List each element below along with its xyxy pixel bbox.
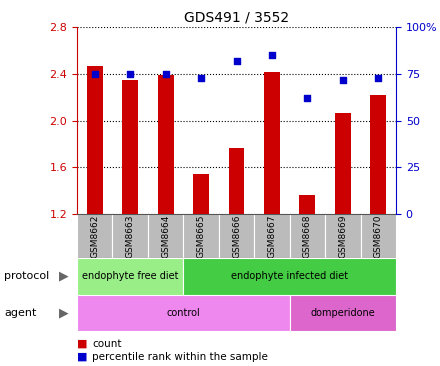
Text: count: count xyxy=(92,339,122,349)
Point xyxy=(162,71,169,77)
Text: GSM8662: GSM8662 xyxy=(90,214,99,258)
Text: ■: ■ xyxy=(77,339,88,349)
Bar xyxy=(87,66,103,214)
Bar xyxy=(290,214,325,258)
Bar xyxy=(290,295,396,331)
Bar xyxy=(77,258,183,295)
Text: GSM8670: GSM8670 xyxy=(374,214,383,258)
Text: GSM8667: GSM8667 xyxy=(268,214,276,258)
Bar xyxy=(335,113,351,214)
Point xyxy=(91,71,98,77)
Bar xyxy=(254,214,290,258)
Text: domperidone: domperidone xyxy=(311,308,375,318)
Title: GDS491 / 3552: GDS491 / 3552 xyxy=(184,11,289,25)
Point xyxy=(375,75,382,81)
Text: GSM8664: GSM8664 xyxy=(161,214,170,258)
Text: GSM8668: GSM8668 xyxy=(303,214,312,258)
Point xyxy=(233,58,240,64)
Text: GSM8669: GSM8669 xyxy=(338,214,347,258)
Point xyxy=(339,77,346,83)
Text: ▶: ▶ xyxy=(59,306,69,320)
Text: GSM8665: GSM8665 xyxy=(197,214,205,258)
Text: protocol: protocol xyxy=(4,271,50,281)
Text: control: control xyxy=(166,308,200,318)
Bar xyxy=(193,175,209,214)
Text: endophyte infected diet: endophyte infected diet xyxy=(231,271,348,281)
Text: endophyte free diet: endophyte free diet xyxy=(82,271,178,281)
Bar xyxy=(113,214,148,258)
Text: ■: ■ xyxy=(77,352,88,362)
Text: GSM8663: GSM8663 xyxy=(126,214,135,258)
Bar xyxy=(183,214,219,258)
Text: agent: agent xyxy=(4,308,37,318)
Bar xyxy=(228,147,245,214)
Point xyxy=(304,96,311,101)
Bar xyxy=(360,214,396,258)
Bar xyxy=(77,214,113,258)
Bar xyxy=(77,295,290,331)
Bar xyxy=(370,95,386,214)
Point xyxy=(268,52,275,58)
Point xyxy=(127,71,134,77)
Bar xyxy=(264,72,280,214)
Bar xyxy=(183,258,396,295)
Bar xyxy=(158,75,174,214)
Bar xyxy=(299,195,315,214)
Text: ▶: ▶ xyxy=(59,270,69,283)
Point xyxy=(198,75,205,81)
Bar xyxy=(219,214,254,258)
Bar xyxy=(122,80,138,214)
Text: percentile rank within the sample: percentile rank within the sample xyxy=(92,352,268,362)
Text: GSM8666: GSM8666 xyxy=(232,214,241,258)
Bar xyxy=(325,214,360,258)
Bar xyxy=(148,214,183,258)
